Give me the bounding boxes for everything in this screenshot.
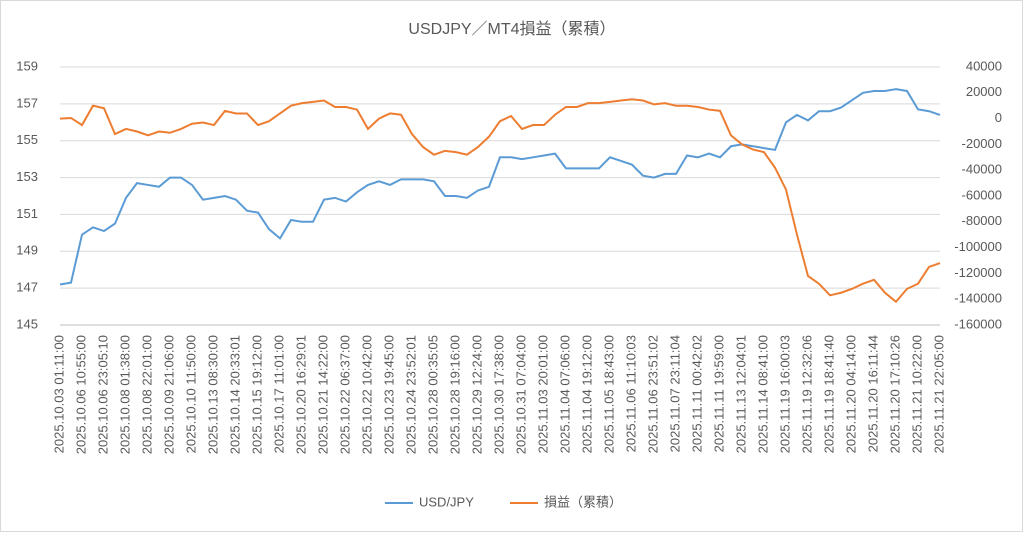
y2-tick-label: -60000 (962, 187, 1002, 202)
x-tick-label: 2025.10.24 23:52:01 (403, 335, 418, 454)
x-tick-label: 2025.11.20 17:10:26 (887, 335, 902, 453)
x-tick-label: 2025.10.10 11:50:00 (183, 335, 198, 453)
x-tick-label: 2025.11.14 08:41:00 (755, 335, 770, 453)
y-tick-label: 151 (16, 206, 38, 221)
x-tick-label: 2025.10.22 10:42:00 (359, 335, 374, 454)
x-tick-label: 2025.11.04 07:06:00 (557, 335, 572, 453)
chart-title: USDJPY／MT4損益（累積） (408, 20, 615, 38)
x-tick-label: 2025.10.06 10:55:00 (73, 335, 88, 454)
x-tick-label: 2025.10.31 07:04:00 (513, 335, 528, 454)
y2-tick-label: 40000 (966, 58, 1002, 73)
y-tick-label: 155 (16, 132, 38, 147)
x-tick-label: 2025.10.29 12:24:00 (469, 335, 484, 454)
x-tick-label: 2025.10.14 20:33:01 (227, 335, 242, 454)
x-tick-label: 2025.11.13 12:04:01 (733, 335, 748, 453)
line-series (59, 88, 941, 286)
line-series (59, 98, 941, 304)
x-tick-label: 2025.11.03 20:01:00 (535, 335, 550, 453)
x-tick-label: 2025.10.13 08:30:00 (205, 335, 220, 454)
x-tick-label: 2025.10.08 22:01:00 (139, 335, 154, 454)
y-tick-label: 157 (16, 95, 38, 110)
x-tick-label: 2025.10.28 19:16:00 (447, 335, 462, 454)
y2-tick-label: -20000 (962, 136, 1002, 151)
x-tick-label: 2025.10.15 19:12:00 (249, 335, 264, 454)
x-tick-label: 2025.10.06 23:05:10 (95, 335, 110, 454)
y2-tick-label: -80000 (962, 213, 1002, 228)
y-tick-label: 153 (16, 169, 38, 184)
y2-tick-label: -140000 (954, 291, 1002, 306)
y2-tick-label: -160000 (954, 316, 1002, 331)
y-tick-label: 159 (16, 58, 38, 73)
y2-tick-label: 0 (995, 110, 1002, 125)
x-tick-label: 2025.11.05 18:43:00 (601, 335, 616, 453)
x-tick-label: 2025.10.08 01:38:00 (117, 335, 132, 454)
x-tick-label: 2025.11.06 23:51:02 (645, 335, 660, 453)
x-tick-label: 2025.11.20 04:14:00 (843, 335, 858, 453)
y-tick-label: 147 (16, 280, 38, 295)
x-tick-label: 2025.10.28 00:35:05 (425, 335, 440, 454)
x-tick-label: 2025.10.20 16:29:01 (293, 335, 308, 454)
x-tick-label: 2025.11.11 19:59:00 (711, 335, 726, 452)
x-tick-label: 2025.11.04 19:12:00 (579, 335, 594, 453)
y2-tick-label: -40000 (962, 162, 1002, 177)
x-tick-label: 2025.11.21 22:05:00 (931, 335, 946, 453)
y2-tick-label: -120000 (954, 265, 1002, 280)
x-tick-label: 2025.10.09 21:06:00 (161, 335, 176, 454)
y-tick-label: 145 (16, 316, 38, 331)
x-tick-label: 2025.11.11 00:42:02 (689, 335, 704, 452)
x-tick-label: 2025.10.23 19:45:00 (381, 335, 396, 454)
x-tick-label: 2025.11.20 16:11:44 (865, 335, 880, 452)
y2-tick-label: -100000 (954, 239, 1002, 254)
legend-label: 損益（累積） (544, 494, 622, 509)
x-tick-label: 2025.10.17 11:01:00 (271, 335, 286, 453)
x-tick-label: 2025.11.19 18:41:40 (821, 335, 836, 453)
x-tick-label: 2025.10.21 14:22:00 (315, 335, 330, 454)
x-tick-label: 2025.11.07 23:11:04 (667, 335, 682, 452)
legend-label: USD/JPY (419, 494, 474, 509)
x-tick-label: 2025.11.19 16:00:03 (777, 335, 792, 453)
x-tick-label: 2025.10.30 17:38:00 (491, 335, 506, 454)
y-tick-label: 149 (16, 243, 38, 258)
x-tick-label: 2025.10.22 06:37:00 (337, 335, 352, 454)
x-tick-label: 2025.11.21 10:22:00 (909, 335, 924, 453)
x-tick-label: 2025.11.06 11:10:03 (623, 335, 638, 452)
x-tick-label: 2025.10.03 01:11:00 (51, 335, 66, 453)
x-tick-label: 2025.11.19 12:32:06 (799, 335, 814, 453)
y2-tick-label: 20000 (966, 84, 1002, 99)
